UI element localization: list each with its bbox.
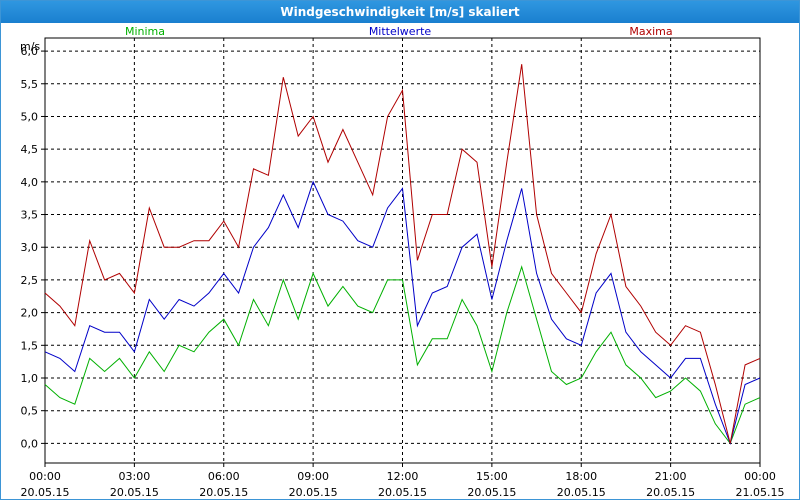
- x-tick-date: 20.05.15: [557, 486, 606, 499]
- series-group: [44, 64, 761, 446]
- x-tick-time: 00:00: [29, 470, 61, 483]
- x-tick-date: 20.05.15: [110, 486, 159, 499]
- legend: Minima Mittelwerte Maxima: [125, 25, 673, 38]
- x-tick-date: 21.05.15: [736, 486, 785, 499]
- y-tick-label: 6,0: [21, 45, 39, 58]
- x-tick-date: 20.05.15: [21, 486, 70, 499]
- x-tick-time: 18:00: [565, 470, 597, 483]
- x-tick-date: 20.05.15: [646, 486, 695, 499]
- legend-entry-minima: Minima: [125, 25, 165, 38]
- y-tick-label: 3,0: [21, 241, 39, 254]
- x-tick-time: 06:00: [208, 470, 240, 483]
- x-tick-date: 20.05.15: [289, 486, 338, 499]
- x-tick-time: 00:00: [744, 470, 776, 483]
- x-tick-date: 20.05.15: [467, 486, 516, 499]
- y-tick-label: 5,5: [21, 78, 39, 91]
- x-tick-date: 20.05.15: [199, 486, 248, 499]
- y-axis-label: m/s: [20, 40, 40, 53]
- window-title: Windgeschwindigkeit [m/s] skaliert: [1, 1, 799, 23]
- series-line-mittelwerte: [44, 180, 761, 446]
- x-tick-time: 15:00: [476, 470, 508, 483]
- y-tick-label: 2,0: [21, 307, 39, 320]
- x-tick-date: 20.05.15: [378, 486, 427, 499]
- x-tick-time: 12:00: [387, 470, 419, 483]
- y-tick-label: 0,5: [21, 405, 39, 418]
- axes: 0,0 0,5 1,0 1,5 2,0 2,5 3,0 3,5 4,0 4,5 5,0 5,5 6,0 0…: [21, 45, 785, 499]
- series-line-minima: [44, 265, 761, 445]
- y-tick-label: 4,0: [21, 176, 39, 189]
- y-tick-label: 1,5: [21, 339, 39, 352]
- y-tick-label: 5,0: [21, 110, 39, 123]
- legend-entry-mittelwerte: Mittelwerte: [369, 25, 432, 38]
- x-tick-time: 03:00: [119, 470, 151, 483]
- series-line-maxima: [44, 64, 761, 444]
- x-tick-time: 09:00: [297, 470, 329, 483]
- y-tick-label: 1,0: [21, 372, 39, 385]
- x-tick-time: 21:00: [655, 470, 687, 483]
- legend-entry-maxima: Maxima: [629, 25, 672, 38]
- grid: [45, 38, 760, 463]
- y-tick-label: 0,0: [21, 437, 39, 450]
- y-tick-label: 2,5: [21, 274, 39, 287]
- y-tick-label: 4,5: [21, 143, 39, 156]
- y-tick-label: 3,5: [21, 209, 39, 222]
